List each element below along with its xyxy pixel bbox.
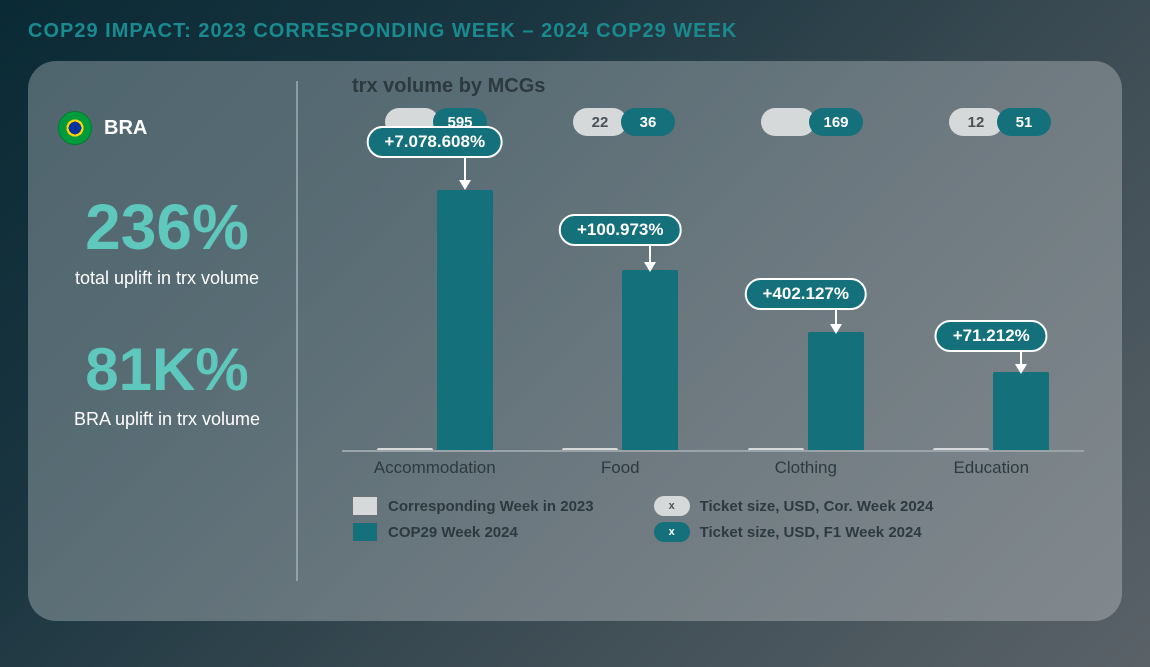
ticket-pill-pair: 1251: [949, 108, 1051, 136]
callout-arrow-icon: [830, 324, 842, 334]
uplift-callout: +402.127%: [745, 278, 868, 310]
category-label: Education: [906, 458, 1076, 478]
legend-item: Corresponding Week in 2023: [352, 496, 594, 516]
callout-arrow-icon: [644, 262, 656, 272]
page-title: COP29 IMPACT: 2023 CORRESPONDING WEEK – …: [28, 20, 1122, 43]
bar-group: +100.973%: [535, 148, 705, 450]
stat-label: total uplift in trx volume: [58, 267, 276, 290]
bar-group: +7.078.608%: [350, 148, 520, 450]
ticket-pill-gray: [761, 108, 815, 136]
bar-2024: [808, 332, 864, 450]
callout-connector: [464, 158, 466, 182]
legend-item: x Ticket size, USD, Cor. Week 2024: [654, 496, 934, 516]
legend-item: x Ticket size, USD, F1 Week 2024: [654, 522, 934, 542]
bar-2024: [622, 270, 678, 450]
legend-right: x Ticket size, USD, Cor. Week 2024 x Ticket…: [654, 496, 934, 542]
ticket-pill-teal: 51: [997, 108, 1051, 136]
legend: Corresponding Week in 2023 COP29 Week 202…: [352, 496, 1094, 542]
legend-swatch: [352, 496, 378, 516]
legend-left: Corresponding Week in 2023 COP29 Week 202…: [352, 496, 594, 542]
main-card: BRA 236% total uplift in trx volume 81K%…: [28, 61, 1122, 621]
chart-title: trx volume by MCGs: [352, 75, 1094, 98]
category-labels: Accommodation Food Clothing Education: [342, 458, 1084, 478]
right-panel: trx volume by MCGs 59522361691251 +7.078…: [298, 61, 1122, 621]
bar-group: +71.212%: [906, 148, 1076, 450]
callout-arrow-icon: [459, 180, 471, 190]
legend-label: Ticket size, USD, F1 Week 2024: [700, 524, 922, 541]
category-label: Clothing: [721, 458, 891, 478]
bar-2024: [437, 190, 493, 450]
ticket-pill-gray: 12: [949, 108, 1003, 136]
category-label: Accommodation: [350, 458, 520, 478]
legend-label: Ticket size, USD, Cor. Week 2024: [700, 498, 934, 515]
brazil-flag-icon: [58, 111, 92, 145]
ticket-pill-teal: 169: [809, 108, 863, 136]
stat-label: BRA uplift in trx volume: [58, 408, 276, 431]
stat-total-uplift: 236% total uplift in trx volume: [58, 195, 276, 290]
left-panel: BRA 236% total uplift in trx volume 81K%…: [28, 81, 298, 581]
bar-2024: [993, 372, 1049, 450]
x-axis: [342, 450, 1084, 452]
stat-bra-uplift: 81K% BRA uplift in trx volume: [58, 340, 276, 431]
category-label: Food: [535, 458, 705, 478]
callout-arrow-icon: [1015, 364, 1027, 374]
bar-chart: +7.078.608% +100.973% +402.127% +71.212% Ac…: [342, 148, 1094, 478]
legend-label: COP29 Week 2024: [388, 524, 518, 541]
page: COP29 IMPACT: 2023 CORRESPONDING WEEK – …: [0, 0, 1150, 667]
legend-swatch: [352, 522, 378, 542]
legend-label: Corresponding Week in 2023: [388, 498, 594, 515]
uplift-callout: +7.078.608%: [366, 126, 503, 158]
ticket-pill-teal: 36: [621, 108, 675, 136]
country-code: BRA: [104, 117, 147, 140]
legend-pill-icon: x: [654, 496, 690, 516]
bar-groups: +7.078.608% +100.973% +402.127% +71.212%: [342, 148, 1084, 450]
legend-item: COP29 Week 2024: [352, 522, 594, 542]
country-row: BRA: [58, 111, 276, 145]
ticket-pill-pair: 2236: [573, 108, 675, 136]
ticket-pill-gray: 22: [573, 108, 627, 136]
uplift-callout: +100.973%: [559, 214, 682, 246]
legend-pill-icon: x: [654, 522, 690, 542]
ticket-pill-pair: 169: [761, 108, 863, 136]
bar-group: +402.127%: [721, 148, 891, 450]
stat-value: 236%: [58, 195, 276, 259]
stat-value: 81K%: [58, 340, 276, 400]
uplift-callout: +71.212%: [935, 320, 1048, 352]
